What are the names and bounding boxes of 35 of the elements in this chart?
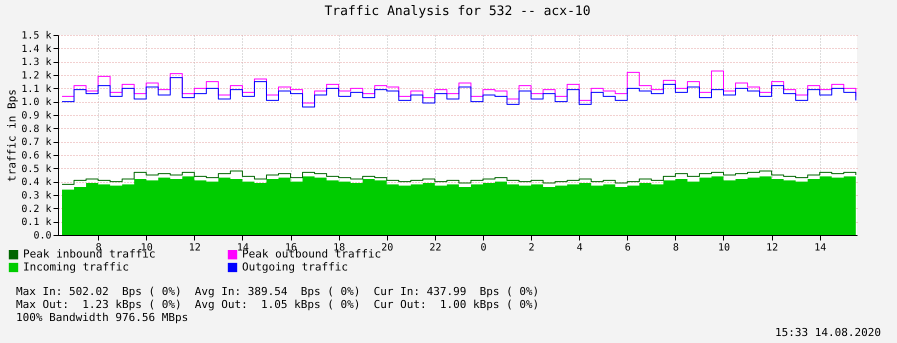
x-tick-label: 22 [429,242,442,254]
x-tick-label: 0 [480,242,486,254]
y-tick-label: 0.4 k [21,177,52,188]
y-tick-label: 1.0 k [21,97,52,108]
y-tick-label: 1.1 k [21,84,52,95]
y-tick-label: 0.6 k [21,150,52,162]
x-tick-label: 6 [624,242,631,254]
x-tick-label: 20 [381,242,394,254]
y-tick-label: 0.0 [33,230,52,242]
x-tick-label: 14 [814,242,826,254]
x-tick-label: 4 [576,242,583,254]
x-tick-label: 12 [188,242,201,254]
y-tick-label: 1.5 k [21,30,52,42]
x-tick-label: 2 [528,242,535,254]
x-tick-label: 12 [766,242,778,254]
y-tick-label: 0.1 k [21,217,52,228]
y-tick-label: 1.4 k [21,44,52,55]
y-tick-label: 0.2 k [21,204,52,215]
x-tick-label: 8 [672,242,679,254]
y-tick-label: 1.3 k [21,57,52,68]
legend-label: Incoming traffic [23,260,129,274]
text: 15:33 14.08.2020 [775,326,881,339]
text: Max In: 502.02 Bps ( 0%) Avg In: 389.54 Bps ( 0%) Cur In: 437.99 Bps ( 0%) [16,285,540,298]
text: 100% Bandwidth 976.56 MBps [16,311,190,324]
y-tick-label: 0.8 k [21,124,52,135]
y-tick-label: 0.9 k [21,110,52,122]
y-axis-title: traffic in Bps [5,89,18,182]
y-tick-label: 1.2 k [21,70,52,82]
y-tick-label: 0.7 k [21,137,52,148]
text: Max Out: 1.23 kBps ( 0%) Avg Out: 1.05 kBps ( 0%) Cur Out: 1.00 kBps ( 0%) [16,298,540,311]
y-tick-label: 0.5 k [21,164,52,175]
y-tick-label: 0.3 k [21,190,52,202]
legend-label: Outgoing traffic [242,260,348,274]
chart-title: Traffic Analysis for 532 -- acx-10 [324,4,591,19]
x-tick-label: 10 [718,242,730,254]
